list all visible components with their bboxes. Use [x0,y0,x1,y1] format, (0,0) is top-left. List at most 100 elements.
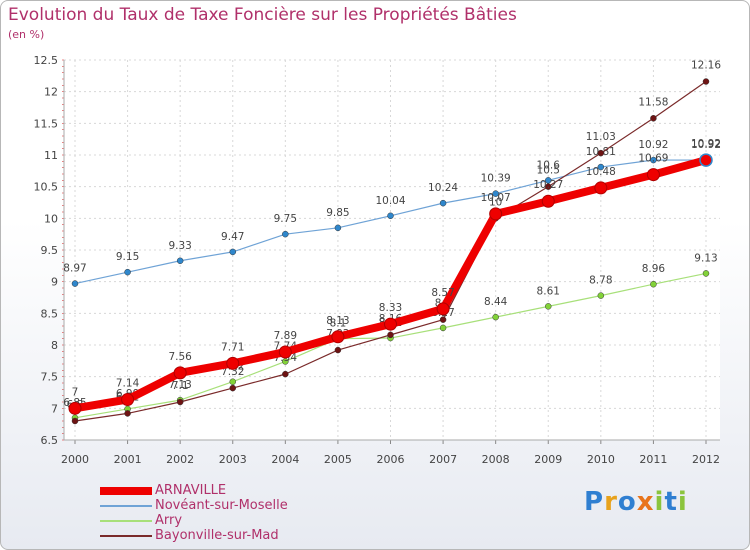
series-point-1 [439,199,447,207]
data-label: 10.48 [586,166,616,178]
y-tick-label: 10 [44,212,58,225]
data-label: 10.07 [481,192,511,204]
series-point-arnaville [384,317,397,331]
brand-letter: r [604,487,618,517]
data-label: 8.57 [431,287,454,299]
data-label: 8.61 [537,285,560,297]
data-label: 10.27 [533,179,563,191]
data-label: 9.75 [274,213,297,225]
brand-letter: x [636,487,655,517]
y-tick-label: 8 [51,339,58,352]
y-tick-label: 8.5 [41,307,59,320]
series-point-arnaville [331,330,345,344]
y-tick-label: 6.5 [41,434,59,447]
legend-item-bayonville: Bayonville-sur-Mad [100,528,288,543]
x-tick-label: 2007 [429,453,457,466]
brand-letter: i [677,487,688,517]
x-tick-label: 2010 [587,453,615,466]
data-label: 9.85 [326,207,349,219]
series-point-1 [176,257,184,265]
data-label: 8.13 [326,315,349,327]
data-label: 10.69 [638,153,668,165]
legend-label-arry: Arry [155,513,183,528]
y-tick-label: 11 [44,149,58,162]
series-point-3 [439,316,447,323]
series-point-1 [124,268,131,276]
data-label: 8.97 [63,263,86,275]
data-label: 9.47 [221,231,244,243]
y-tick-label: 9 [51,276,58,289]
x-tick-label: 2001 [114,453,142,466]
data-label: 7.56 [168,351,192,363]
brand-letter: P [584,487,605,517]
y-tick-label: 12 [44,86,58,99]
legend-swatch-noveant [100,504,152,507]
x-tick-label: 2004 [271,453,299,466]
brand-letter: i [654,487,665,517]
data-label: 9.13 [694,252,717,264]
data-label: 7.14 [116,377,140,389]
y-tick-label: 11.5 [34,117,59,130]
data-label: 10.92 [691,139,721,151]
series-point-1 [597,163,605,171]
data-label: 9.15 [116,251,139,263]
series-point-1 [545,177,552,184]
data-label: 10 [489,196,502,208]
series-point-1 [229,248,236,256]
data-label: 7.1 [172,380,189,392]
series-point-3 [229,384,236,392]
y-tick-label: 7 [51,402,58,415]
legend-item-noveant: Novéant-sur-Moselle [100,498,288,513]
x-tick-label: 2006 [377,453,405,466]
x-tick-label: 2005 [324,453,352,466]
series-point-arnaville [226,356,240,370]
x-tick-label: 2012 [692,453,720,466]
legend-item-arry: Arry [100,513,288,528]
series-point-2 [439,324,447,332]
series-point-3 [282,370,289,378]
series-point-3 [176,398,184,406]
data-label: 8.96 [642,263,666,275]
x-tick-label: 2008 [482,453,510,466]
brand-logo: Proxiti [584,487,688,517]
brand-letter: o [617,487,637,517]
data-label: 10.6 [537,159,561,171]
data-label: 11.03 [586,131,616,143]
x-tick-label: 2009 [534,453,562,466]
series-point-2 [650,280,657,288]
series-point-2 [702,270,710,277]
series-point-3 [334,346,342,354]
series-point-2 [229,378,236,385]
data-label: 10.39 [481,173,511,185]
series-point-3 [545,183,552,190]
data-label: 10.04 [375,195,405,207]
legend-label-bayonville: Bayonville-sur-Mad [155,528,279,543]
data-label: 12.16 [691,60,721,72]
series-point-arnaville [646,168,660,182]
y-tick-label: 9.5 [41,244,59,257]
data-label: 10.5 [537,165,560,177]
series-point-1 [650,156,657,164]
series-point-3 [702,78,710,85]
data-label: 8.33 [379,302,402,314]
series-point-arnaville [436,302,450,316]
series-point-3 [71,417,79,425]
series-point-3 [650,115,657,122]
data-label: 7.71 [221,341,244,353]
data-label: 10.92 [638,139,668,151]
data-label: 10.92 [691,138,721,150]
data-label: 10.24 [428,182,458,194]
legend-swatch-arry [100,519,152,522]
legend-label-noveant: Novéant-sur-Moselle [155,498,288,513]
legend-label-arnaville: ARNAVILLE [155,483,227,498]
series-point-arnaville [68,401,82,415]
series-point-2 [545,303,552,310]
series-point-arnaville [489,207,503,221]
series-point-1 [492,190,499,197]
data-label: 8.44 [484,296,508,308]
series-point-1 [387,212,394,220]
series-point-2 [597,292,605,299]
legend-item-arnaville: ARNAVILLE [100,483,288,498]
series-point-arnaville [278,345,292,359]
